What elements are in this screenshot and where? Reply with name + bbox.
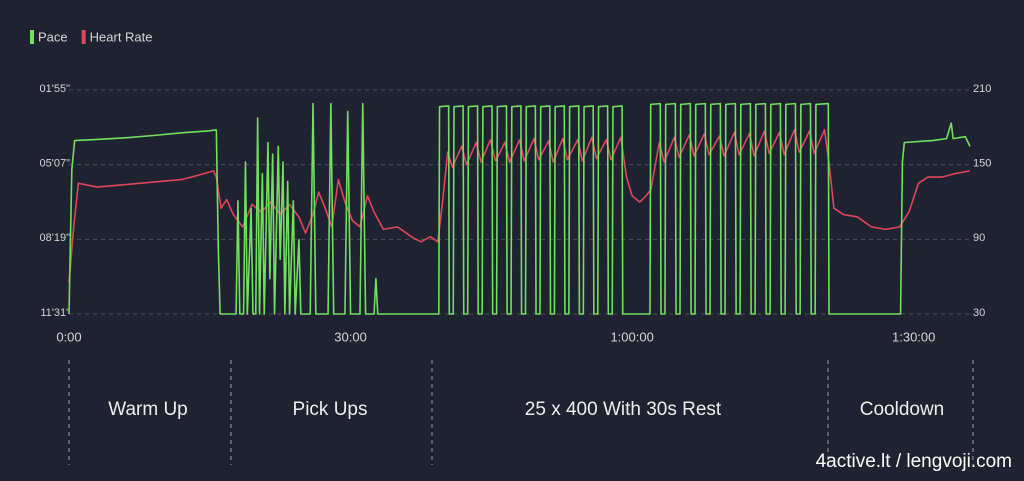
legend-swatch (30, 30, 34, 44)
watermark: 4active.lt / lengvoji.com (816, 451, 1012, 472)
legend-label: Heart Rate (90, 29, 153, 44)
phase-label: Cooldown (860, 399, 945, 420)
y2-tick-label: 30 (973, 307, 985, 319)
x-tick-label: 1:00:00 (610, 329, 653, 344)
series-line (68, 102, 971, 315)
x-tick-label: 0:00 (56, 329, 81, 344)
x-tick-label: 1:30:00 (892, 329, 935, 344)
y2-tick-label: 90 (973, 232, 985, 244)
y-tick-label: 01'55" (40, 83, 71, 95)
y-tick-label: 11'31" (40, 307, 70, 319)
phase-label: 25 x 400 With 30s Rest (525, 399, 722, 420)
y2-tick-label: 150 (973, 158, 991, 170)
y-tick-label: 08'19" (40, 232, 71, 244)
phase-label: Pick Ups (293, 399, 368, 420)
legend-swatch (81, 30, 86, 44)
legend-label: Pace (38, 29, 68, 44)
y2-tick-label: 210 (973, 83, 991, 95)
y-tick-label: 05'07" (40, 158, 71, 170)
x-tick-label: 30:00 (334, 329, 367, 344)
phase-label: Warm Up (108, 399, 188, 420)
